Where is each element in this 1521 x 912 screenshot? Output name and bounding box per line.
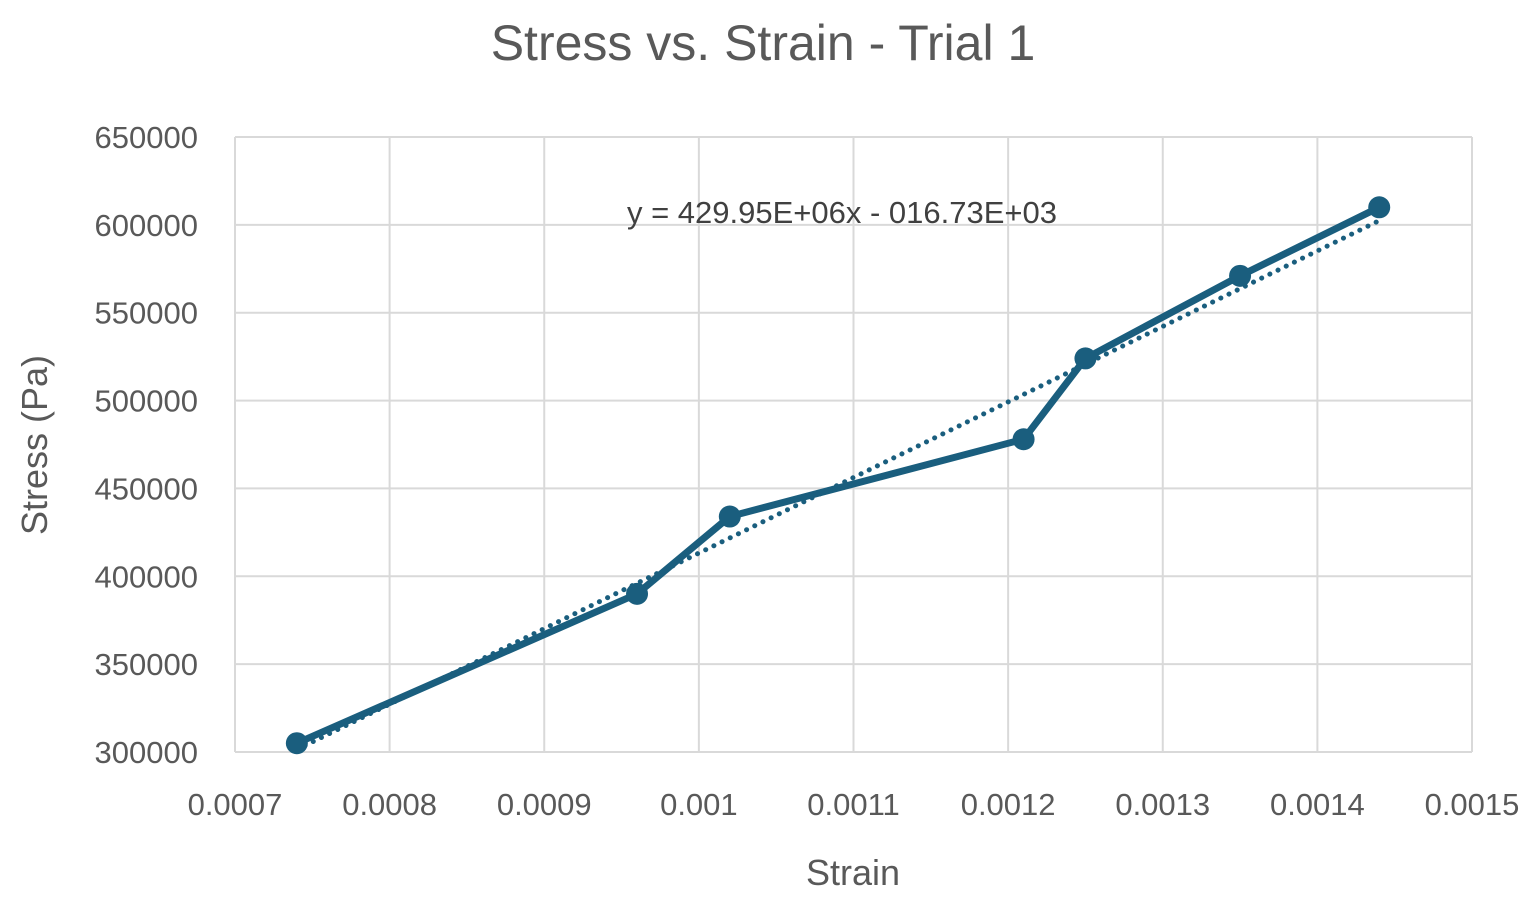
x-tick-label: 0.0007 [188,787,283,822]
x-tick-label: 0.0012 [961,787,1056,822]
y-tick-label: 400000 [95,559,198,594]
y-tick-label: 300000 [95,735,198,770]
x-tick-label: 0.001 [660,787,738,822]
x-tick-label: 0.0015 [1425,787,1520,822]
data-point [1012,428,1035,451]
y-tick-label: 500000 [95,384,198,419]
x-tick-label: 0.0008 [342,787,437,822]
data-point [1229,264,1252,287]
x-tick-label: 0.0014 [1270,787,1365,822]
data-point [718,505,741,528]
y-tick-label: 550000 [95,296,198,331]
y-axis-label: Stress (Pa) [14,355,55,535]
data-series [285,196,1391,755]
x-tick-label: 0.0009 [497,787,592,822]
trendline-equation: y = 429.95E+06x - 016.73E+03 [627,195,1057,230]
data-point [1074,347,1097,370]
x-tick-label: 0.0011 [807,787,900,822]
y-tick-label: 600000 [95,208,198,243]
series-line [293,203,1383,747]
data-point [1368,196,1391,219]
data-point [626,582,649,605]
y-tick-label: 650000 [95,120,198,155]
x-axis-label: Strain [806,852,900,893]
chart-title: Stress vs. Strain - Trial 1 [491,15,1036,71]
y-tick-labels: 650000 600000 550000 500000 450000 400000 3500… [95,120,198,770]
y-tick-label: 350000 [95,647,198,682]
x-tick-labels: 0.0007 0.0008 0.0009 0.001 0.0011 0.0012 0.001… [188,787,1520,822]
data-point [285,732,308,755]
y-tick-label: 450000 [95,471,198,506]
x-tick-label: 0.0013 [1115,787,1210,822]
